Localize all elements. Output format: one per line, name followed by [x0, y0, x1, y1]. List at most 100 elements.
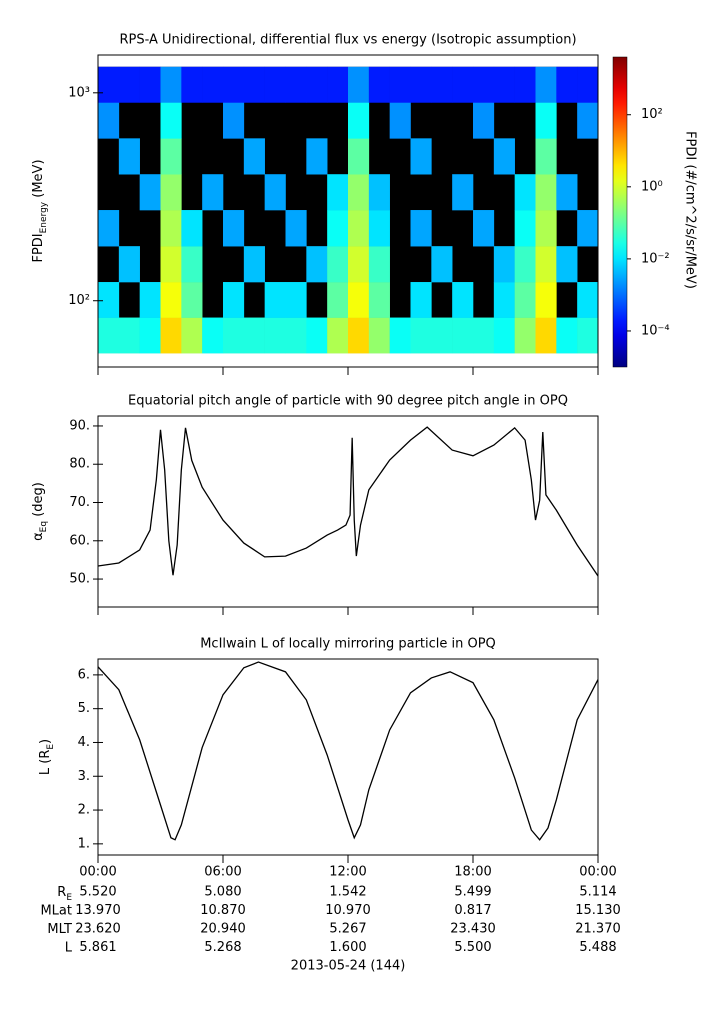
spectrogram-cell	[410, 66, 432, 103]
ephemeris-row-label-text: MLat	[40, 903, 72, 918]
spectrogram-cell	[514, 210, 536, 247]
spectrogram-cell	[327, 246, 349, 283]
spectrogram-cell	[577, 210, 599, 247]
ephemeris-value: 5.268	[204, 940, 241, 955]
ephemeris-value: 13.970	[75, 903, 121, 918]
y-tick-label: 90.	[69, 418, 90, 433]
spectrogram-cell	[264, 317, 286, 354]
spectrogram-cell	[431, 246, 453, 283]
spectrogram-cell	[160, 102, 182, 139]
spectrogram-cell	[160, 246, 182, 283]
spectrogram-cell	[223, 210, 245, 247]
spectrogram-cell	[243, 246, 265, 283]
spectrogram-cell	[160, 66, 182, 103]
colorbar-tick-label: 10⁻⁴	[641, 323, 670, 338]
spectrogram-cell	[285, 282, 307, 318]
y-axis-label-sub: E	[46, 744, 56, 750]
spectrogram-cell	[493, 246, 515, 283]
data-line	[97, 661, 599, 841]
colorbar	[612, 56, 628, 368]
spectrogram-cell	[306, 66, 328, 103]
spectrogram-cell	[139, 282, 161, 318]
spectrogram-cell	[577, 102, 599, 139]
spectrogram-cell	[577, 282, 599, 318]
spectrogram-cell	[264, 282, 286, 318]
y-axis-label-text: α	[31, 532, 46, 541]
y-axis-label: FPDIEnergy (MeV)	[31, 159, 49, 262]
spectrogram-cell	[223, 102, 245, 139]
spectrogram-cell	[452, 282, 474, 318]
y-tick-label: 5.	[78, 701, 90, 716]
colorbar-tick-label: 10⁻²	[641, 251, 670, 266]
y-tick-label: 70.	[69, 495, 90, 510]
y-axis-label: L (RE)	[38, 739, 56, 775]
spectrogram-cell	[368, 246, 390, 283]
ephemeris-value: 10.970	[325, 903, 371, 918]
spectrogram-cell	[452, 66, 474, 103]
spectrogram-cell	[348, 282, 370, 318]
spectrogram-cell	[223, 317, 245, 354]
spectrogram-cell	[160, 282, 182, 318]
spectrogram-cell	[327, 174, 349, 211]
panel-title: Equatorial pitch angle of particle with …	[128, 394, 568, 409]
spectrogram-cell	[368, 210, 390, 247]
spectrogram-cell	[98, 66, 120, 103]
spectrogram-cell	[327, 210, 349, 247]
spectrogram-cell	[348, 66, 370, 103]
y-tick-label: 1.	[78, 836, 90, 851]
spectrogram-cell	[181, 66, 203, 103]
spectrogram-cell	[306, 317, 328, 354]
ephemeris-row-label: MLat	[40, 903, 72, 918]
spectrogram-cell	[473, 317, 495, 354]
spectrogram-cell	[181, 317, 203, 354]
spectrogram-cell	[493, 138, 515, 175]
ephemeris-value: 5.861	[79, 940, 116, 955]
spectrogram-cell	[243, 317, 265, 354]
spectrogram-cell	[535, 317, 557, 354]
spectrogram-cell	[556, 174, 578, 211]
spectrogram-cell	[577, 317, 599, 354]
ephemeris-value: 23.620	[75, 922, 121, 937]
spectrogram-cell	[202, 66, 224, 103]
spectrogram-cell	[160, 317, 182, 354]
spectrogram-cell	[181, 246, 203, 283]
spectrogram-cell	[327, 317, 349, 354]
ephemeris-row-label-text: MLT	[47, 922, 72, 937]
panel-title: McIlwain L of locally mirroring particle…	[200, 637, 496, 652]
ephemeris-value: 1.600	[329, 940, 366, 955]
spectrogram-cell	[410, 317, 432, 354]
spectrogram-cell	[431, 317, 453, 354]
spectrogram-cell	[118, 317, 140, 354]
spectrogram-cell	[98, 317, 120, 354]
spectrogram-cell	[535, 66, 557, 103]
y-axis-label-after: )	[38, 739, 53, 744]
spectrogram-cell	[139, 174, 161, 211]
spectrogram-cell	[514, 66, 536, 103]
colorbar-tick-label: 10⁰	[641, 179, 663, 194]
ephemeris-value: 5.080	[204, 885, 241, 900]
spectrogram-cell	[348, 317, 370, 354]
spectrogram-cell	[389, 317, 411, 354]
ephemeris-value: 5.488	[579, 940, 616, 955]
spectrogram-cell	[389, 66, 411, 103]
y-axis-label-text: L (R	[38, 750, 53, 775]
spectrogram-cell	[285, 210, 307, 247]
ephemeris-value: 0.817	[454, 903, 491, 918]
x-tick-label: 12:00	[329, 865, 366, 880]
y-axis-label-text: FPDI	[31, 233, 46, 262]
ephemeris-value: 5.520	[79, 885, 116, 900]
spectrogram-cell	[556, 246, 578, 283]
spectrogram-cell	[243, 66, 265, 103]
ephemeris-value: 5.500	[454, 940, 491, 955]
spectrogram-cell	[410, 282, 432, 318]
spectrogram-cell	[139, 66, 161, 103]
spectrogram-cell	[160, 138, 182, 175]
spectrogram-cell	[243, 138, 265, 175]
spectrogram-cell	[556, 66, 578, 103]
spectrogram-cell	[556, 317, 578, 354]
spectrogram-cell	[181, 210, 203, 247]
spectrogram-cell	[348, 174, 370, 211]
spectrogram-cell	[368, 66, 390, 103]
x-tick-label: 18:00	[454, 865, 491, 880]
